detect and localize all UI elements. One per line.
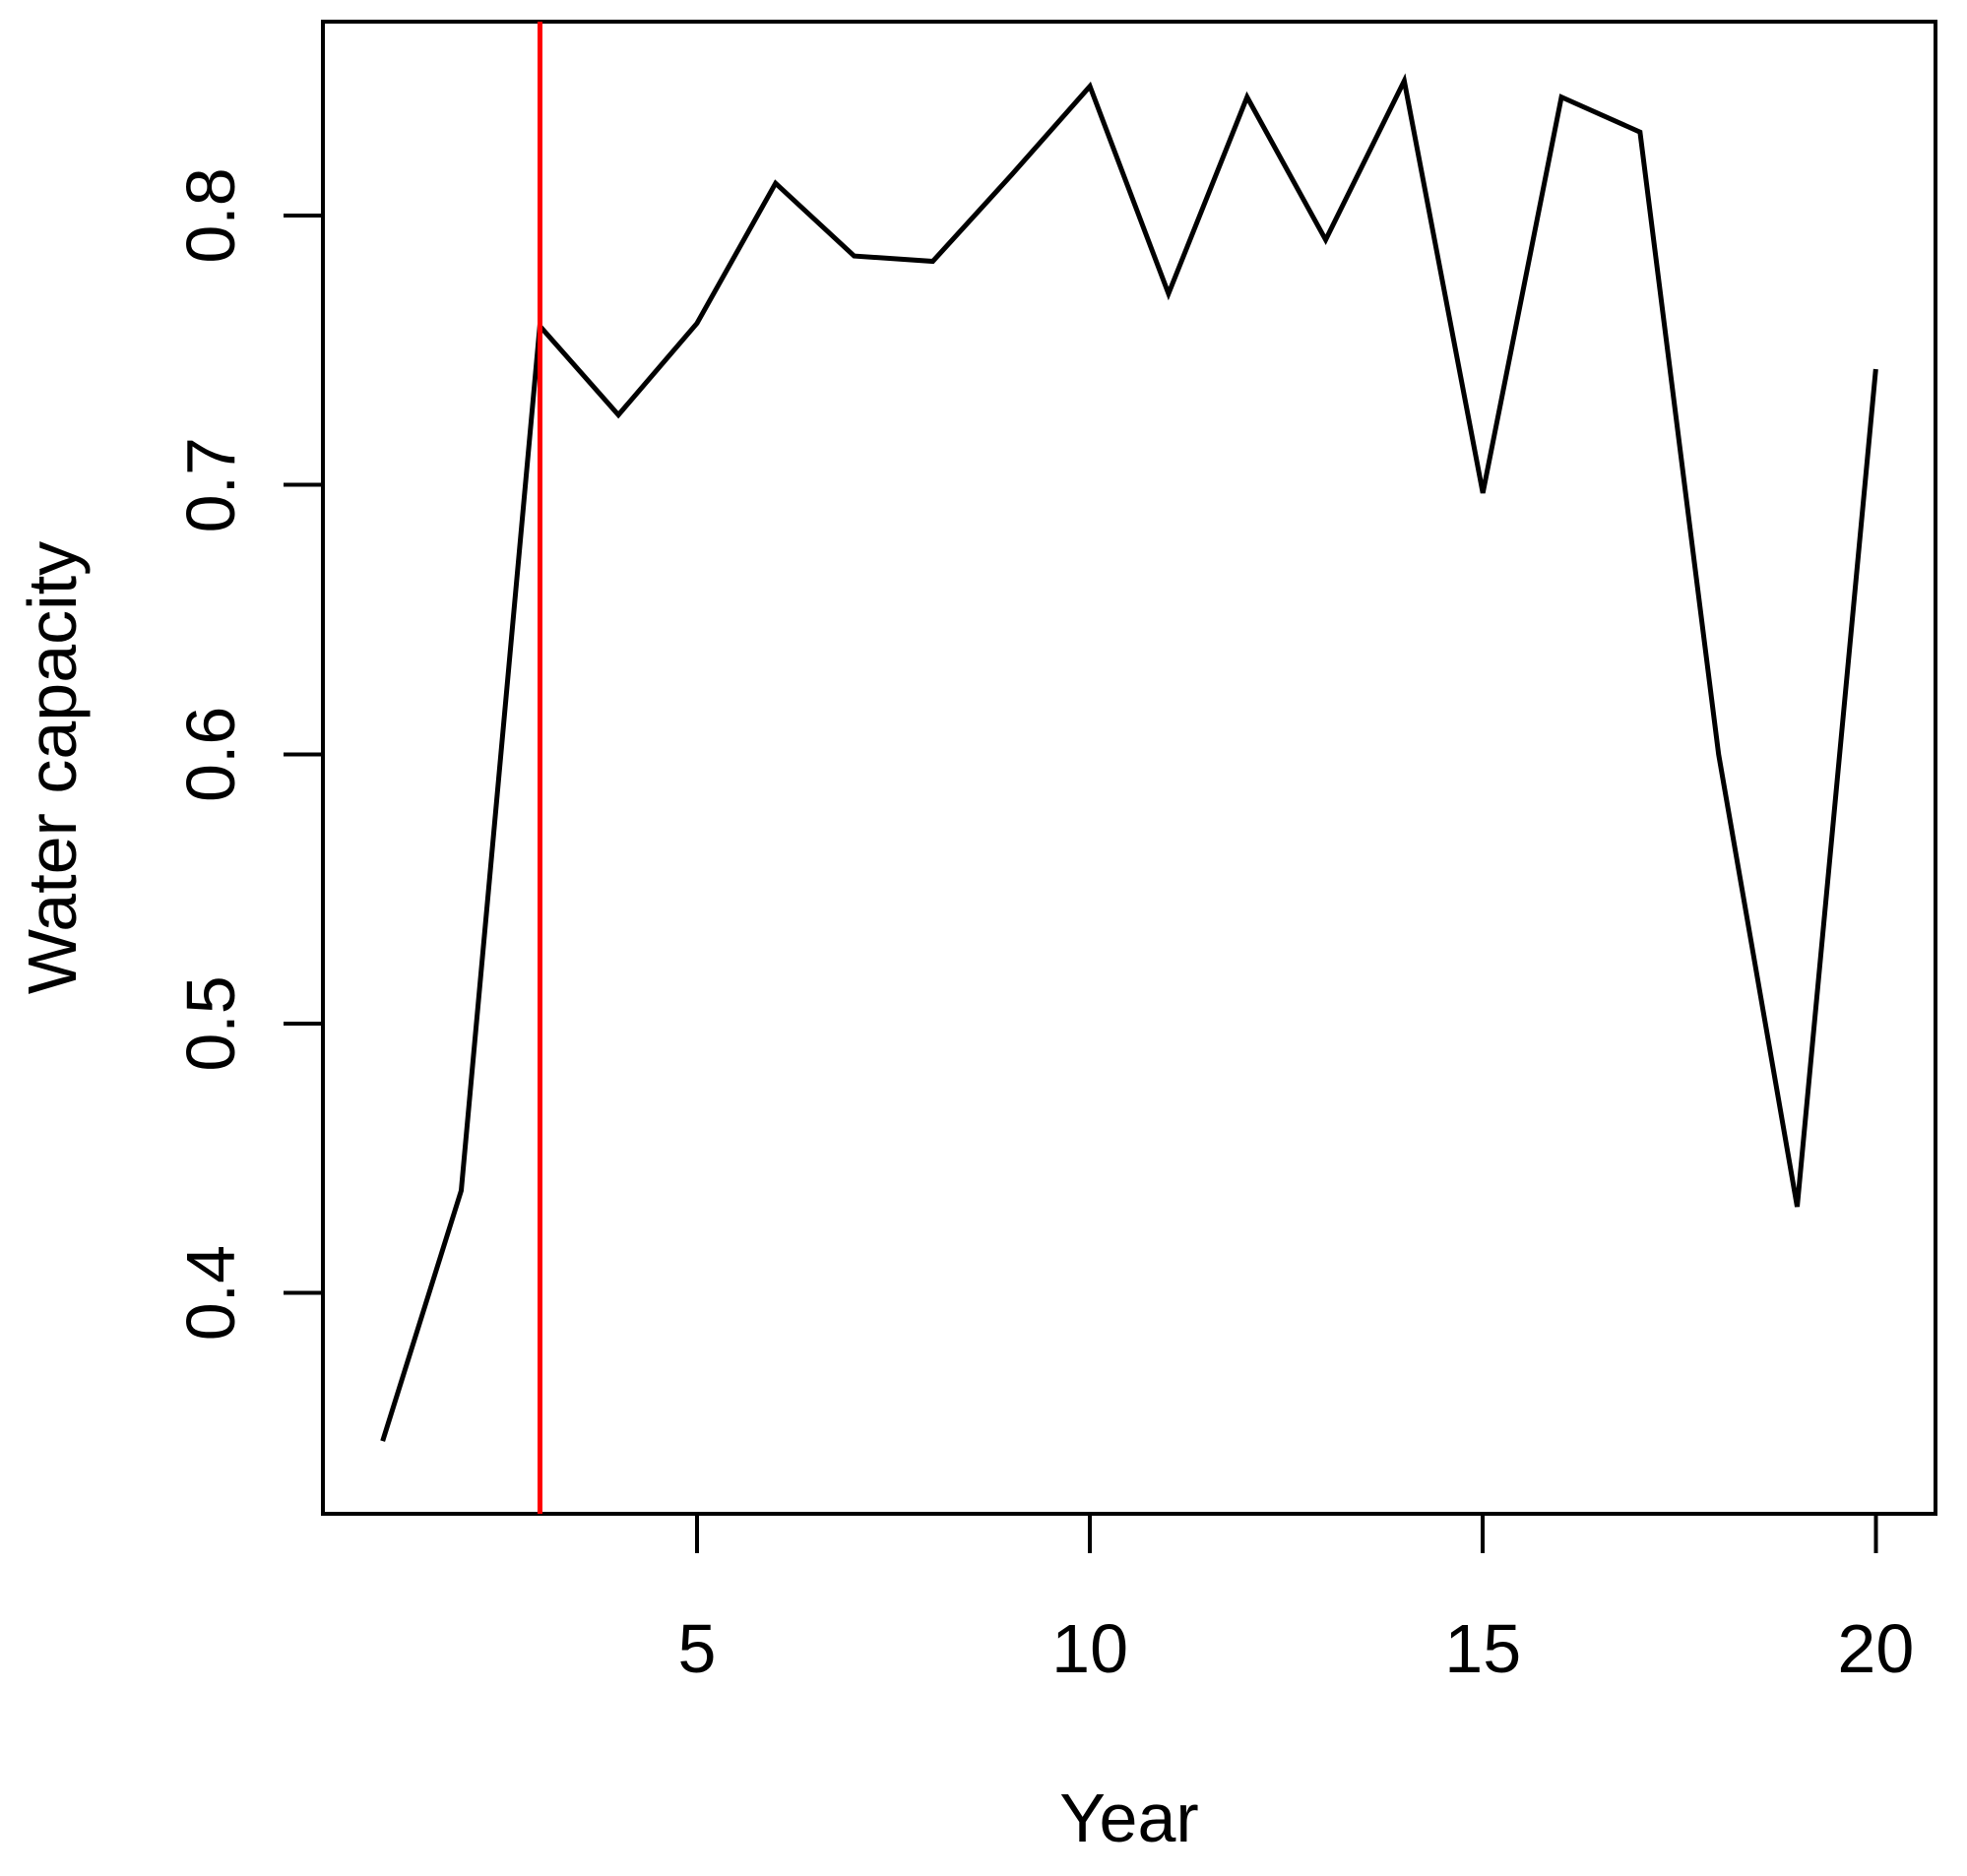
water-capacity-line: [380, 73, 1878, 1442]
x-tick-label: 20: [1837, 1610, 1914, 1687]
plot-frame: [321, 20, 1937, 1516]
data-series: [380, 73, 1878, 1442]
x-axis-title: Year: [1059, 1780, 1198, 1856]
y-tick-label: 0.4: [172, 1245, 249, 1341]
y-tick-label: 0.8: [172, 167, 249, 263]
y-tick-label: 0.7: [172, 437, 249, 532]
y-tick-label: 0.5: [172, 975, 249, 1071]
x-tick-label: 10: [1051, 1610, 1128, 1687]
y-axis-title: Water capacity: [14, 541, 91, 994]
x-tick-label: 5: [677, 1610, 716, 1687]
x-tick-label: 15: [1444, 1610, 1521, 1687]
y-axis-ticks: 0.4 0.5 0.6 0.7 0.8: [172, 167, 323, 1341]
y-tick-label: 0.6: [172, 707, 249, 802]
x-axis-ticks: 5 10 15 20: [677, 1514, 1914, 1687]
